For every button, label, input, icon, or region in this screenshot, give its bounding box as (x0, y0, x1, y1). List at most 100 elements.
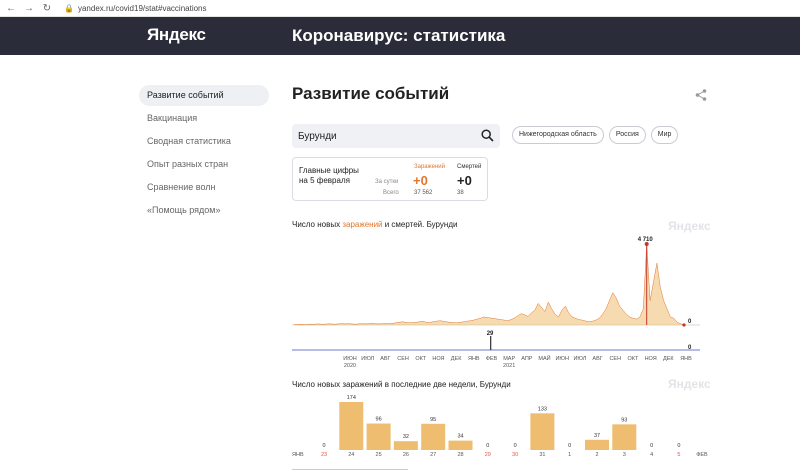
sidebar-nav: Развитие событий Вакцинация Сводная стат… (139, 85, 269, 223)
sidebar-item-developments[interactable]: Развитие событий (139, 85, 269, 106)
x-tick-label: СЕН (397, 356, 409, 362)
chart1-watermark: Яндекс (668, 219, 711, 233)
sidebar-item-waves[interactable]: Сравнение волн (147, 182, 216, 192)
x-day-label: 5 (677, 452, 680, 458)
site-header: Яндекс Коронавирус: статистика (0, 17, 800, 55)
deaths-day-value: +0 (457, 173, 472, 188)
x-tick-label: ИЮН (343, 356, 357, 362)
x-tick-label: НОЯ (645, 356, 657, 362)
x-day-label: 24 (348, 452, 354, 458)
x-year-label: 2021 (503, 363, 515, 369)
x-tick-label: МАЙ (538, 354, 550, 362)
x-tick-label: ДЕК (451, 356, 462, 362)
deaths-last-label: 0 (688, 345, 692, 351)
x-day-label: 26 (403, 452, 409, 458)
chip-russia[interactable]: Россия (608, 126, 646, 144)
bar-value-label: 0 (486, 443, 489, 449)
bar-3 (612, 424, 637, 450)
bar-24 (339, 402, 364, 450)
x-tick-label: НОЯ (432, 356, 444, 362)
x-tick-label: СЕН (609, 356, 621, 362)
reload-icon[interactable]: ↻ (42, 2, 52, 14)
infections-last-point (682, 323, 686, 327)
bar-28 (448, 440, 473, 450)
yandex-logo[interactable]: Яндекс (147, 25, 206, 44)
two-week-cases-chart[interactable]: ЯНВ ФЕВ0231742496253226952734280290301333… (290, 392, 715, 462)
x-day-label: 31 (539, 452, 545, 458)
x-day-label: 2 (595, 452, 598, 458)
bar-value-label: 0 (677, 443, 680, 449)
x-day-label: 23 (321, 452, 327, 458)
x-tick-label: ИЮН (555, 356, 569, 362)
page-title: Развитие событий (292, 84, 450, 103)
x-month-start: ЯНВ (292, 452, 304, 458)
sidebar-item-help[interactable]: «Помощь рядом» (147, 205, 221, 215)
x-tick-label: МАР (503, 356, 515, 362)
infections-last-label: 0 (688, 319, 692, 325)
x-day-label: 30 (512, 452, 518, 458)
bar-25 (366, 423, 391, 450)
bar-value-label: 37 (594, 433, 600, 439)
cases-deaths-chart[interactable]: 4 710 0 29 0 ИЮН ИЮЛ АВГ СЕН ОКТ НОЯ ДЕК ЯНВ ФЕВ МАР А… (292, 232, 712, 372)
x-tick-label: ФЕВ (486, 356, 498, 362)
infections-line (294, 243, 685, 326)
bar-value-label: 133 (538, 406, 547, 412)
x-day-label: 25 (376, 452, 382, 458)
arrow-right-icon[interactable]: → (24, 2, 34, 14)
chart1-title: Число новых заражений и смертей. Бурунди (292, 220, 457, 229)
x-day-label: 1 (568, 452, 571, 458)
total-label: Всего (383, 190, 399, 196)
chart2-watermark: Яндекс (668, 377, 711, 391)
address-bar[interactable]: yandex.ru/covid19/stat#vaccinations (77, 3, 207, 13)
chart2-title: Число новых заражений в последние две не… (292, 380, 511, 389)
bar-value-label: 32 (403, 434, 409, 440)
bar-value-label: 34 (457, 434, 463, 440)
infections-peak-point (644, 242, 649, 246)
chart1-title-post: и смертей. Бурунди (382, 220, 458, 229)
site-title: Коронавирус: статистика (292, 26, 506, 45)
bar-26 (393, 441, 418, 450)
arrow-left-icon[interactable]: ← (6, 2, 16, 14)
x-tick-label: ЯНВ (468, 356, 480, 362)
deaths-peak-label: 29 (487, 331, 494, 337)
sidebar-item-summary[interactable]: Сводная статистика (147, 136, 231, 146)
x-day-label: 29 (485, 452, 491, 458)
bar-27 (421, 423, 446, 450)
bar-31 (530, 413, 555, 450)
infections-day-value: +0 (413, 173, 428, 188)
day-label: За сутки (375, 179, 399, 185)
bar-value-label: 174 (347, 395, 356, 401)
chip-world[interactable]: Мир (650, 126, 679, 144)
x-tick-label: ДЕК (663, 356, 674, 362)
section-divider (292, 469, 408, 470)
infections-header: Заражений (414, 164, 446, 170)
bar-value-label: 95 (430, 417, 436, 423)
deaths-total-value: 38 (457, 190, 464, 196)
chip-nizhny-novgorod[interactable]: Нижегородская область (512, 126, 604, 144)
search-icon[interactable] (481, 129, 494, 142)
x-tick-label: ОКТ (415, 356, 426, 362)
sidebar-item-vaccination[interactable]: Вакцинация (147, 113, 198, 123)
key-figures-card: Главные цифры на 5 февраля За сутки Всег… (292, 157, 488, 201)
x-tick-label: ИЮЛ (573, 356, 586, 362)
chart1-title-highlight: заражений (342, 220, 383, 229)
x-day-label: 28 (457, 452, 463, 458)
x-month-end: ФЕВ (696, 452, 708, 458)
share-icon[interactable] (694, 88, 708, 102)
x-tick-label: ЯНВ (680, 356, 692, 362)
bar-value-label: 0 (322, 443, 325, 449)
bar-value-label: 0 (650, 443, 653, 449)
browser-toolbar: ← → ↻ 🔒 yandex.ru/covid19/stat#vaccinati… (0, 0, 800, 17)
key-figures-label: Главные цифры на 5 февраля (299, 166, 359, 185)
x-tick-label: ОКТ (628, 356, 639, 362)
sidebar-item-countries[interactable]: Опыт разных стран (147, 159, 229, 169)
search-input[interactable] (292, 130, 472, 142)
deaths-header: Смертей (457, 164, 482, 170)
x-day-label: 4 (650, 452, 653, 458)
x-tick-label: ИЮЛ (361, 356, 374, 362)
country-search (292, 124, 500, 148)
x-tick-label: АВГ (592, 356, 602, 362)
x-tick-label: АПР (521, 356, 533, 362)
region-chips: Нижегородская область Россия Мир (512, 126, 679, 144)
chart1-title-pre: Число новых (292, 220, 343, 229)
